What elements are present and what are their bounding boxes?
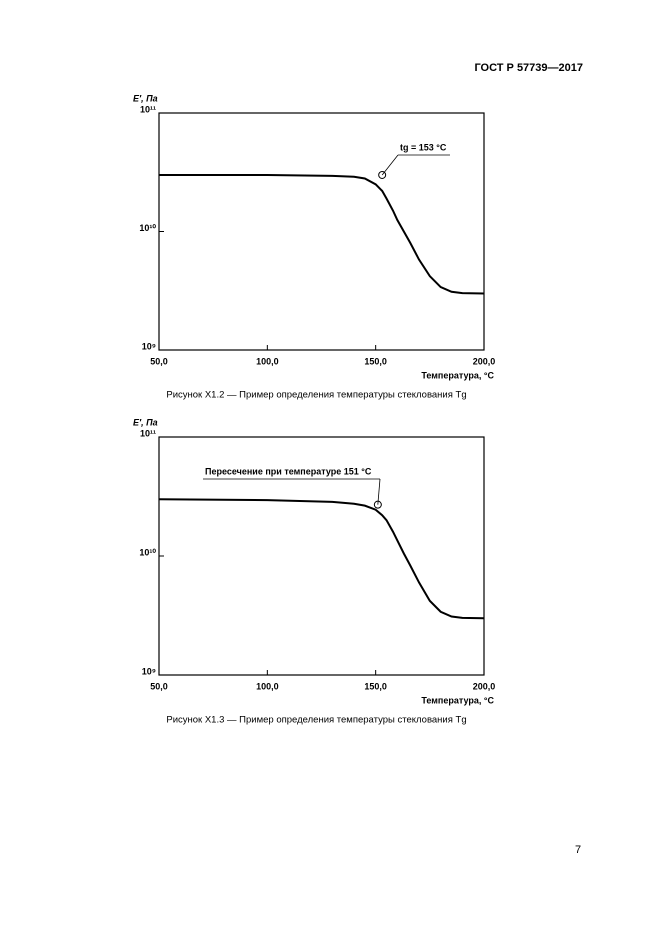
y-axis-label: E′, Па [133,93,158,103]
figure-caption: Рисунок X1.2 — Пример определения темпер… [166,390,466,401]
data-line [159,173,485,295]
header: ГОСТ Р 57739—2017 [474,62,583,74]
annotation-text: Пересечение при температуре 151 °C [205,466,372,476]
annotation-marker [378,170,387,179]
y-tick-label: 10¹⁰ [139,223,156,233]
x-tick-label: 150,0 [364,681,387,691]
x-tick-label: 100,0 [256,356,279,366]
annotation-text: tg = 153 °C [400,142,447,152]
y-axis-label: E′, Па [133,417,158,427]
y-tick-label: 10⁹ [142,341,156,351]
page-number: 7 [575,844,581,856]
x-axis-label: Температура, °С [421,695,494,705]
x-tick-label: 200,0 [473,356,496,366]
y-tick-label: 10¹⁰ [139,547,156,557]
y-tick-label: 10⁹ [142,666,156,676]
y-tick-label: 10¹¹ [140,428,156,438]
leader-line [377,478,381,505]
x-axis-label: Температура, °С [421,370,494,380]
x-tick-label: 50,0 [150,681,168,691]
leader-line [381,154,399,176]
y-tick-label: 10¹¹ [140,104,156,114]
figure-caption: Рисунок X1.3 — Пример определения темпер… [166,715,466,726]
data-line [158,498,485,620]
x-tick-label: 200,0 [473,681,496,691]
x-tick-label: 100,0 [256,681,279,691]
x-tick-label: 50,0 [150,356,168,366]
x-tick-label: 150,0 [364,356,387,366]
